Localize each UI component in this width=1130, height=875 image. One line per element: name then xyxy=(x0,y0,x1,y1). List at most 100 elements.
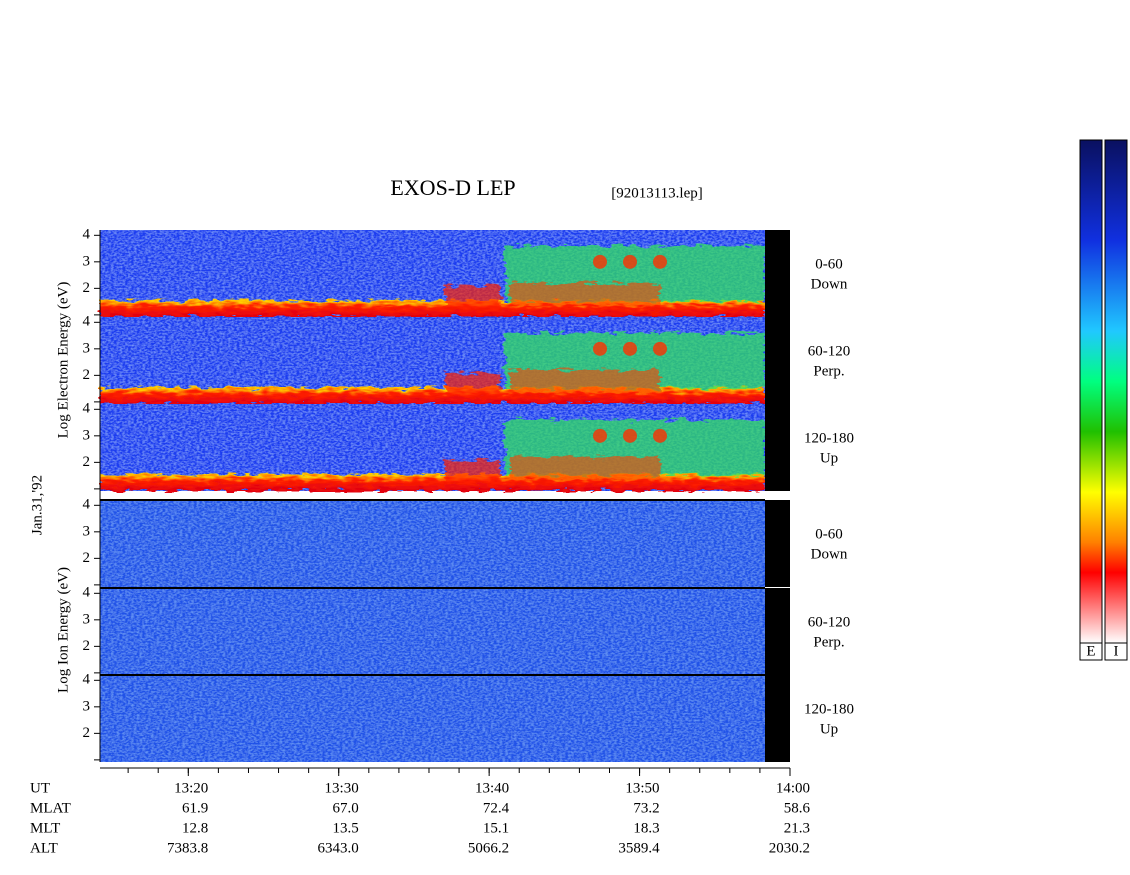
y-tick-label: 2 xyxy=(83,725,91,741)
no-data xyxy=(765,404,790,491)
y-tick-label: 3 xyxy=(83,698,91,714)
ephemeris-value: 5066.2 xyxy=(468,840,509,856)
y-tick-label: 4 xyxy=(83,585,91,601)
x-tick-label: 13:20 xyxy=(174,780,208,796)
ephemeris-value: 3589.4 xyxy=(618,840,660,856)
ion-haze xyxy=(100,588,765,675)
date-label: Jan.31,'92 xyxy=(29,475,45,535)
y-tick-label: 3 xyxy=(83,523,91,539)
spectrogram-panel xyxy=(100,674,790,762)
x-tick-label: 13:30 xyxy=(325,780,359,796)
ephemeris-value: 7383.8 xyxy=(167,840,208,856)
ephemeris-label: UT xyxy=(30,780,50,796)
ephemeris-value: 58.6 xyxy=(784,800,811,816)
ephemeris-value: 18.3 xyxy=(633,820,659,836)
colorbar xyxy=(1079,139,1103,644)
electron-axis-label: Log Electron Energy (eV) xyxy=(55,282,71,439)
colorbar-label-box xyxy=(1104,642,1128,661)
file-name: [92013113.lep] xyxy=(611,185,703,201)
aurora-spot xyxy=(653,341,667,356)
y-tick-label: 3 xyxy=(83,611,91,627)
ephemeris-value: 12.8 xyxy=(182,820,208,836)
ephemeris-value: 21.3 xyxy=(784,820,810,836)
y-tick-label: 3 xyxy=(83,340,91,356)
aurora-spot xyxy=(653,428,667,443)
spectrogram-panel xyxy=(100,404,790,491)
ephemeris-value: 73.2 xyxy=(633,800,659,816)
y-tick-label: 2 xyxy=(83,454,91,470)
aurora-spot xyxy=(593,341,607,356)
no-data xyxy=(765,230,790,317)
x-tick-label: 13:40 xyxy=(475,780,509,796)
spectrogram-panel xyxy=(100,499,790,587)
aurora-spot xyxy=(623,254,637,269)
x-tick-label: 14:00 xyxy=(776,780,810,796)
low-energy-band xyxy=(100,387,765,404)
no-data xyxy=(765,588,790,675)
spectrogram-panel xyxy=(100,230,790,317)
ephemeris-value: 67.0 xyxy=(332,800,358,816)
ephemeris-value: 13.5 xyxy=(332,820,358,836)
direction-label: Up xyxy=(820,450,838,466)
aurora-core xyxy=(510,370,660,392)
y-tick-label: 3 xyxy=(83,253,91,269)
ephemeris-label: MLT xyxy=(30,820,60,836)
direction-label: Down xyxy=(811,546,848,562)
spectrogram-panel xyxy=(100,317,790,404)
angle-label: 120-180 xyxy=(804,430,854,446)
no-data xyxy=(765,317,790,404)
aurora-spot xyxy=(623,341,637,356)
direction-label: Perp. xyxy=(813,363,844,379)
ephemeris-label: MLAT xyxy=(30,800,71,816)
ephemeris-value: 2030.2 xyxy=(769,840,810,856)
panel-background xyxy=(100,500,765,587)
y-tick-label: 3 xyxy=(83,427,91,443)
ion-axis-label: Log Ion Energy (eV) xyxy=(55,567,71,693)
ephemeris-value: 72.4 xyxy=(483,800,510,816)
y-tick-label: 4 xyxy=(83,672,91,688)
y-tick-label: 4 xyxy=(83,227,91,243)
y-tick-label: 2 xyxy=(83,550,91,566)
aurora-patch xyxy=(445,285,500,307)
y-tick-label: 4 xyxy=(83,497,91,513)
colorbar-label: I xyxy=(1114,643,1119,659)
chart-title: EXOS-D LEP xyxy=(390,175,515,200)
aurora-spot xyxy=(653,254,667,269)
no-data xyxy=(765,675,790,762)
panel-background xyxy=(100,675,765,762)
direction-label: Down xyxy=(811,276,848,292)
aurora-spot xyxy=(593,254,607,269)
colorbar-label-box xyxy=(1079,642,1103,661)
aurora-core xyxy=(510,283,660,305)
aurora-patch xyxy=(445,372,500,394)
low-energy-band xyxy=(100,300,765,317)
ion-haze xyxy=(100,500,765,587)
aurora-patch xyxy=(445,459,500,481)
x-tick-label: 13:50 xyxy=(625,780,659,796)
angle-label: 0-60 xyxy=(815,256,843,272)
y-tick-label: 2 xyxy=(83,367,91,383)
colorbar-label: E xyxy=(1086,643,1095,659)
y-tick-label: 4 xyxy=(83,314,91,330)
aurora-spot xyxy=(593,428,607,443)
angle-label: 60-120 xyxy=(808,343,851,359)
ephemeris-value: 15.1 xyxy=(483,820,509,836)
direction-label: Up xyxy=(820,721,838,737)
spectrogram-panel xyxy=(100,587,790,675)
no-data xyxy=(765,500,790,587)
direction-label: Perp. xyxy=(813,634,844,650)
angle-label: 120-180 xyxy=(804,701,854,717)
y-tick-label: 2 xyxy=(83,638,91,654)
y-tick-label: 2 xyxy=(83,280,91,296)
angle-label: 60-120 xyxy=(808,614,851,630)
ephemeris-value: 6343.0 xyxy=(317,840,358,856)
aurora-core xyxy=(510,457,660,479)
ion-haze xyxy=(100,675,765,762)
ephemeris-value: 61.9 xyxy=(182,800,208,816)
y-tick-label: 4 xyxy=(83,401,91,417)
ephemeris-label: ALT xyxy=(30,840,58,856)
low-energy-band xyxy=(100,474,765,491)
angle-label: 0-60 xyxy=(815,526,843,542)
colorbar xyxy=(1104,139,1128,644)
